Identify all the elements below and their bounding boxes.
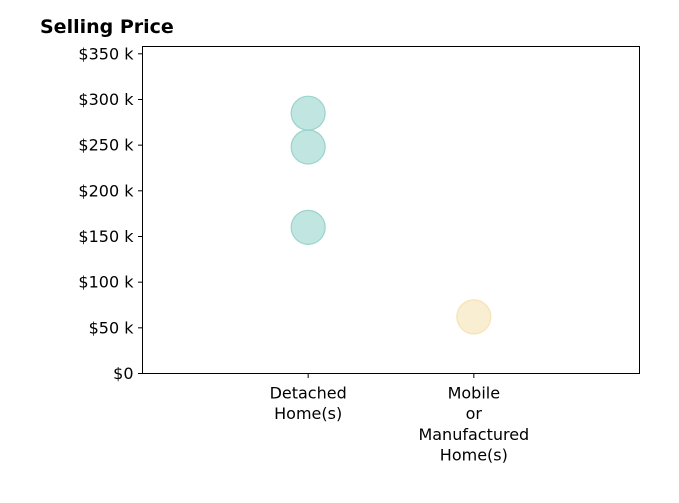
- y-tick-label: $100 k: [78, 273, 134, 292]
- plot-frame: [142, 46, 640, 374]
- y-tick-label: $250 k: [78, 136, 134, 155]
- y-tick-label: $300 k: [78, 90, 134, 109]
- x-tick-label-line: Home(s): [274, 404, 342, 423]
- x-tick-label-line: Mobile: [448, 384, 500, 403]
- x-tick-label: Mobile or Manufactured Home(s): [418, 384, 529, 465]
- data-point: [290, 129, 326, 165]
- x-tick-label: Detached Home(s): [270, 384, 347, 424]
- y-tick-label: $150 k: [78, 227, 134, 246]
- y-tick-label: $200 k: [78, 181, 134, 200]
- x-tick-label-line: Detached: [270, 384, 347, 403]
- data-point: [290, 209, 326, 245]
- y-tick-label: $350 k: [78, 44, 134, 63]
- chart-title: Selling Price: [40, 16, 174, 38]
- x-tick-label-line: Home(s): [440, 446, 508, 465]
- y-tick-label: $0: [113, 364, 133, 383]
- x-axis: Detached Home(s)Mobile or Manufactured Home(…: [270, 373, 529, 465]
- x-tick-label-line: or: [466, 404, 483, 423]
- data-point: [456, 299, 492, 335]
- y-axis: $0 $50 k $100 k $150 k $200 k $250 k $300 k $35…: [78, 44, 143, 383]
- data-point: [290, 95, 326, 131]
- x-tick-label-line: Manufactured: [418, 425, 529, 444]
- y-tick-label: $50 k: [89, 318, 135, 337]
- points-layer: [290, 95, 492, 335]
